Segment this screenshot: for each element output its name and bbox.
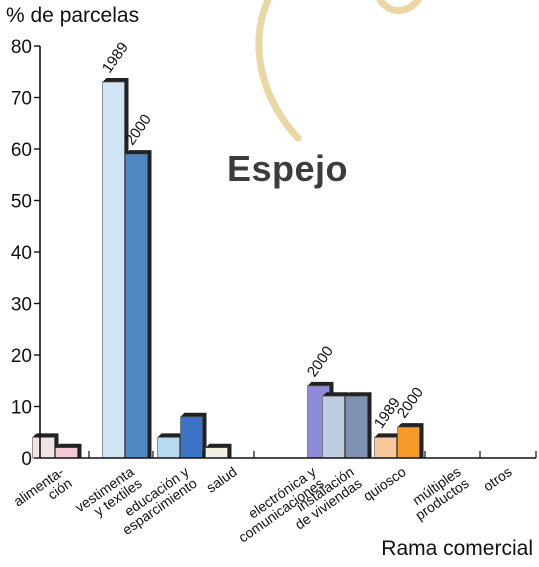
y-tick-label: 10 bbox=[11, 398, 32, 419]
y-tick-label: 60 bbox=[11, 140, 32, 161]
y-tick-label: 30 bbox=[11, 295, 32, 316]
bar-1989-2 bbox=[157, 437, 180, 459]
y-tick-label: 0 bbox=[21, 449, 32, 470]
bar-2000-2 bbox=[180, 416, 203, 459]
bar-2000-1 bbox=[125, 153, 148, 459]
y-tick-label: 80 bbox=[11, 37, 32, 58]
bar-1989-3 bbox=[205, 447, 228, 459]
bar-2000-5 bbox=[345, 395, 368, 459]
x-tick-label: otros bbox=[480, 463, 515, 494]
bar-year-annotation: 2000 bbox=[304, 343, 337, 380]
map-label: Espejo bbox=[227, 148, 349, 189]
x-tick-label: quiosco bbox=[360, 463, 409, 504]
x-axis-title: Rama comercial bbox=[381, 537, 533, 560]
bar-year-annotation: 2000 bbox=[394, 384, 427, 421]
bar-shadow bbox=[125, 150, 152, 458]
map-outline-arc bbox=[255, 0, 302, 142]
y-tick-label: 40 bbox=[11, 243, 32, 264]
x-tick-label: alimenta-ción bbox=[10, 463, 75, 521]
bar-1989-0 bbox=[32, 437, 55, 459]
y-tick-label: 50 bbox=[11, 192, 32, 213]
y-tick-label: 70 bbox=[11, 89, 32, 110]
y-axis-title: % de parcelas bbox=[6, 4, 140, 27]
bar-shadow bbox=[180, 412, 207, 458]
bar-shadow bbox=[345, 392, 372, 458]
x-tick-label: múltiplesproductos bbox=[404, 463, 472, 523]
bar-2000-6 bbox=[397, 426, 420, 459]
x-tick-label: salud bbox=[203, 463, 240, 495]
bar-shadow bbox=[205, 443, 232, 458]
bar-shadow bbox=[55, 443, 82, 458]
map-outline-arc bbox=[376, 0, 422, 14]
bar-1989-6 bbox=[374, 437, 397, 459]
bar-1989-5 bbox=[322, 395, 345, 459]
y-tick-label: 20 bbox=[11, 346, 32, 367]
bar-shadow bbox=[397, 423, 424, 458]
bar-year-annotation: 1989 bbox=[99, 39, 132, 76]
bar-2000-0 bbox=[55, 447, 78, 459]
